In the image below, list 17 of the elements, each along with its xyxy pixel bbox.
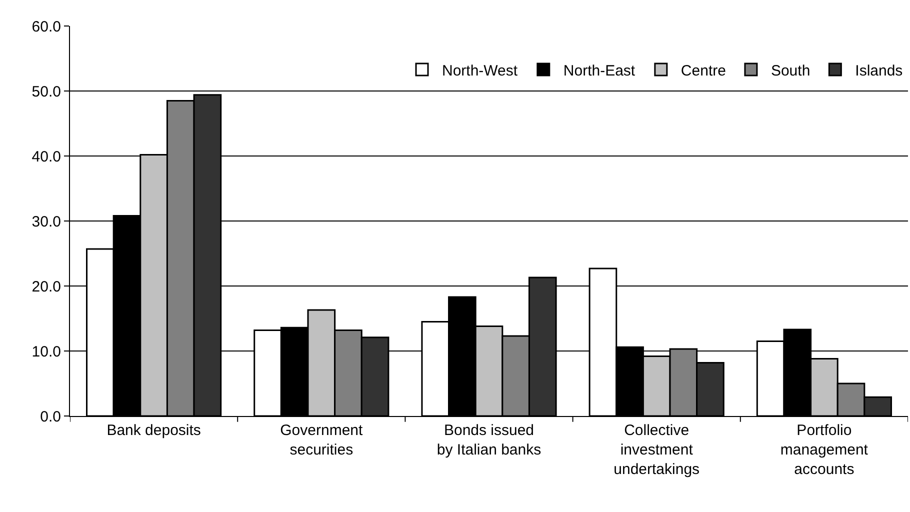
y-tick-label: 40.0 <box>32 148 61 166</box>
legend-label: Centre <box>680 62 726 80</box>
x-tick-label: Bank deposits <box>106 422 201 439</box>
legend-label: North-East <box>563 62 636 80</box>
y-tick-label: 60.0 <box>32 18 61 36</box>
legend-label: North-West <box>442 62 518 80</box>
y-tick-label: 50.0 <box>32 83 61 100</box>
y-tick-label: 10.0 <box>32 343 61 360</box>
y-tick-label: 20.0 <box>32 278 61 296</box>
x-tick-label: Government securities <box>280 422 364 458</box>
legend-label: Islands <box>855 62 903 80</box>
x-tick-label: Portfolio management accounts <box>780 422 869 478</box>
legend-label: South <box>770 62 810 80</box>
x-tick-label: Collective investment undertakings <box>614 422 700 478</box>
y-tick-label: 30.0 <box>32 213 61 230</box>
x-tick-label: Bonds issued by Italian banks <box>436 422 542 458</box>
y-tick-label: 0.0 <box>40 408 61 426</box>
